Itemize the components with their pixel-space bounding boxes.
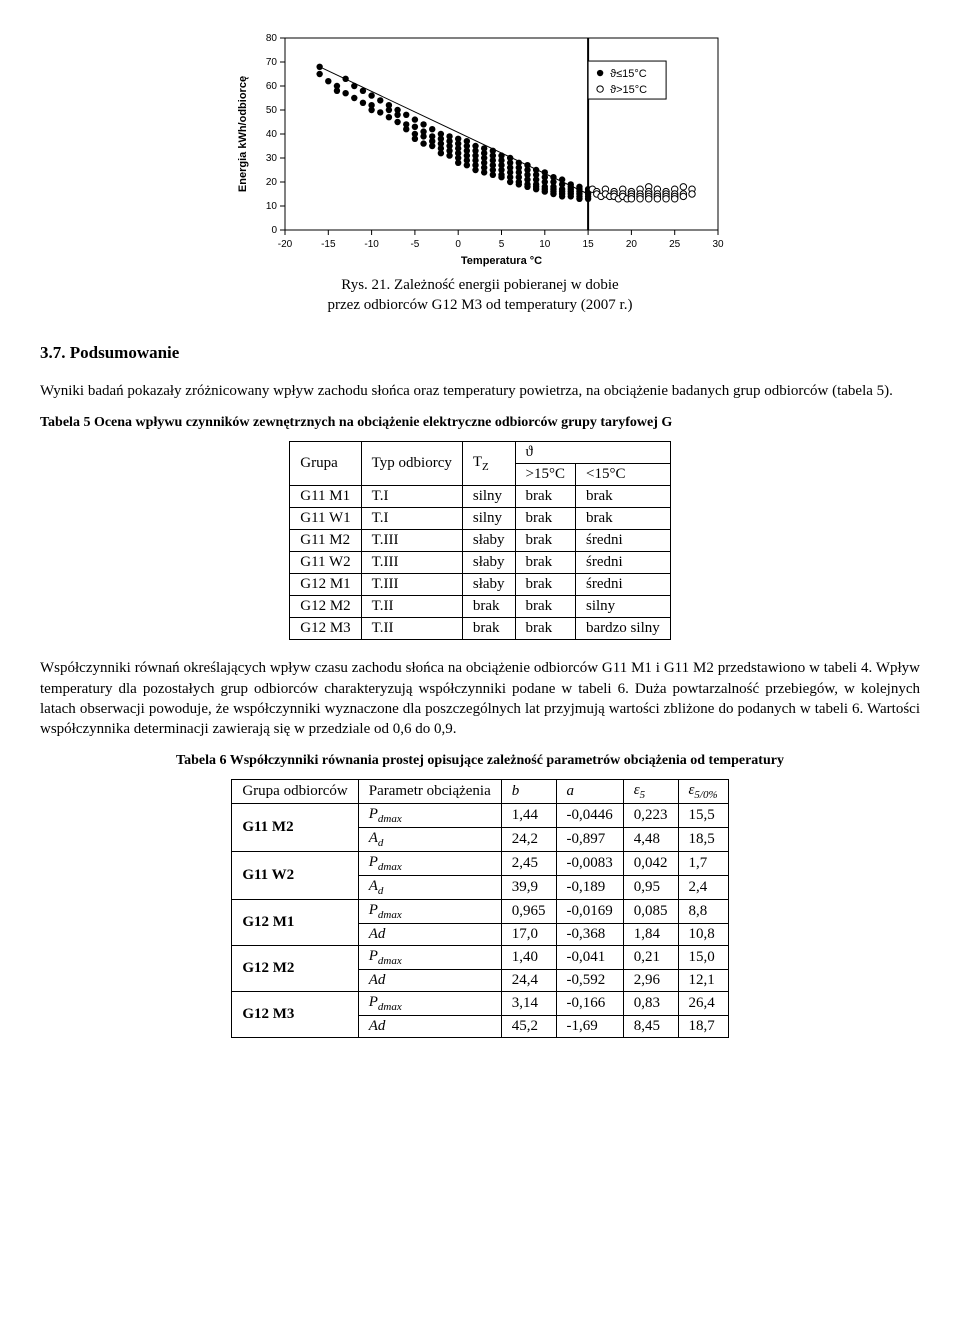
svg-text:0: 0 xyxy=(455,239,461,250)
svg-text:60: 60 xyxy=(266,81,278,92)
fig-caption-line2: przez odbiorców G12 M3 od temperatury (2… xyxy=(328,297,633,313)
svg-text:Energia kWh/odbiorcę: Energia kWh/odbiorcę xyxy=(237,76,249,192)
svg-text:30: 30 xyxy=(712,239,724,250)
table6-caption-text: Tabela 6 Współczynniki równania prostej … xyxy=(176,753,784,768)
svg-text:80: 80 xyxy=(266,33,278,44)
paragraph-1: Wyniki badań pokazały zróżnicowany wpływ… xyxy=(40,381,920,401)
svg-text:10: 10 xyxy=(539,239,551,250)
svg-text:10: 10 xyxy=(266,201,278,212)
svg-text:30: 30 xyxy=(266,153,278,164)
table6-caption: Tabela 6 Współczynniki równania prostej … xyxy=(40,753,920,769)
svg-text:0: 0 xyxy=(271,225,277,236)
svg-text:50: 50 xyxy=(266,105,278,116)
svg-text:-5: -5 xyxy=(410,239,419,250)
svg-text:-15: -15 xyxy=(321,239,336,250)
svg-text:-20: -20 xyxy=(278,239,293,250)
table6: Grupa odbiorcówParametr obciążeniabaε5ε5… xyxy=(231,779,728,1038)
svg-text:70: 70 xyxy=(266,57,278,68)
scatter-chart: -20 -15 -10 -5 0 5 10 15 20 25 30 0 10 20 30 40 50 60 70 80… xyxy=(230,30,730,270)
svg-text:15: 15 xyxy=(583,239,595,250)
svg-text:-10: -10 xyxy=(364,239,379,250)
fig-caption-line1: Rys. 21. Zależność energii pobieranej w … xyxy=(341,277,618,293)
svg-text:5: 5 xyxy=(499,239,505,250)
svg-text:40: 40 xyxy=(266,129,278,140)
section-heading: 3.7. Podsumowanie xyxy=(40,343,920,363)
table5-caption-text: Tabela 5 Ocena wpływu czynników zewnętrz… xyxy=(40,415,672,430)
svg-text:ϑ≤15°C: ϑ≤15°C xyxy=(610,68,647,80)
svg-text:20: 20 xyxy=(626,239,638,250)
paragraph-2: Współczynniki równań określających wpływ… xyxy=(40,658,920,739)
figure-caption: Rys. 21. Zależność energii pobieranej w … xyxy=(40,276,920,315)
table5: GrupaTyp odbiorcyTZϑ>15°C<15°CG11 M1T.Is… xyxy=(289,441,670,640)
svg-text:25: 25 xyxy=(669,239,681,250)
svg-text:20: 20 xyxy=(266,177,278,188)
svg-text:Temperatura °C: Temperatura °C xyxy=(461,255,542,267)
table5-caption: Tabela 5 Ocena wpływu czynników zewnętrz… xyxy=(40,415,920,431)
svg-text:ϑ>15°C: ϑ>15°C xyxy=(610,84,647,96)
